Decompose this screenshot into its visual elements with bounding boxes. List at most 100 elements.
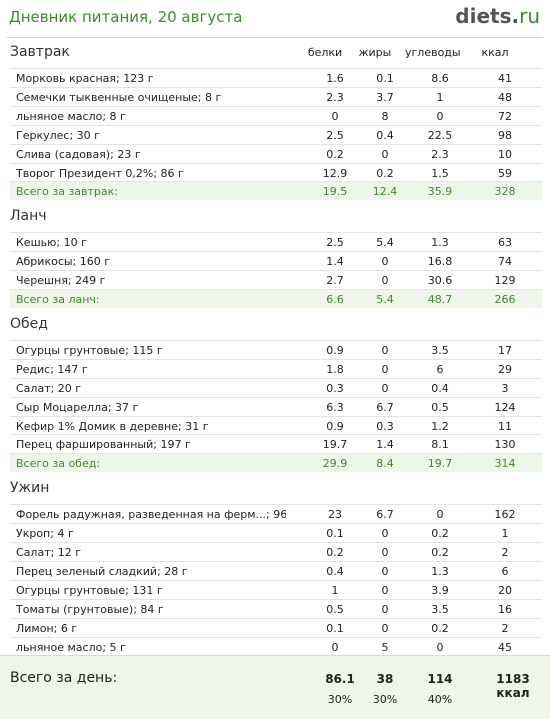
food-row[interactable]: Творог Президент 0,2%; 86 г 12.9 0.2 1.5 59 xyxy=(10,162,542,182)
food-kcal: 17 xyxy=(498,343,512,357)
food-protein: 0.3 xyxy=(326,381,344,395)
logo-tld: ru xyxy=(519,4,540,28)
food-carbs: 1 xyxy=(436,90,444,104)
food-fat: 0 xyxy=(381,527,389,541)
food-row[interactable]: Слива (садовая); 23 г 0.2 0 2.3 10 xyxy=(10,143,542,163)
day-total-kcal: 1183 ккал xyxy=(496,672,530,700)
food-row[interactable]: Черешня; 249 г 2.7 0 30.6 129 xyxy=(10,270,542,289)
food-name: Салат; 20 г xyxy=(16,381,82,395)
food-name: Форель радужная, разведенная на ферм...;… xyxy=(16,508,286,522)
food-name: Лимон; 6 г xyxy=(16,621,78,635)
food-kcal: 129 xyxy=(494,274,516,288)
food-protein: 0.5 xyxy=(326,602,344,616)
food-carbs: 0 xyxy=(436,640,444,654)
column-header-kcal: ккал xyxy=(481,46,509,59)
food-carbs: 0.5 xyxy=(431,400,449,414)
food-row[interactable]: льняное масло; 8 г 0 8 0 72 xyxy=(10,105,542,125)
food-protein: 2.3 xyxy=(326,90,344,104)
food-row[interactable]: Огурцы грунтовые; 115 г 0.9 0 3.5 17 xyxy=(10,339,542,359)
food-name: Редис; 147 г xyxy=(16,362,88,376)
food-row[interactable]: Салат; 12 г 0.2 0 0.2 2 xyxy=(10,542,542,561)
meal-total-carbs: 19.7 xyxy=(427,457,453,471)
food-name: Сыр Моцарелла; 37 г xyxy=(16,400,139,414)
food-name: Укроп; 4 г xyxy=(16,527,74,541)
meal-section-header: Ужин xyxy=(10,480,540,498)
food-row[interactable]: Перец фаршированный; 197 г 19.7 1.4 8.1 130 xyxy=(10,434,542,453)
food-protein: 0.9 xyxy=(326,419,344,433)
meal-section-header: Завтрак белки жиры углеводы ккал xyxy=(10,44,540,62)
day-total-panel: Всего за день: 86.1 38 114 1183 ккал 30%… xyxy=(0,655,550,719)
food-row[interactable]: Укроп; 4 г 0.1 0 0.2 1 xyxy=(10,523,542,542)
page-title: Дневник питания, 20 августа xyxy=(9,8,243,26)
food-name: Творог Президент 0,2%; 86 г xyxy=(16,166,184,180)
food-fat: 3.7 xyxy=(376,90,394,104)
meal-total-carbs: 48.7 xyxy=(427,293,453,306)
food-protein: 23 xyxy=(328,508,342,522)
meal-total-kcal: 328 xyxy=(494,185,516,199)
food-row[interactable]: Перец зеленый сладкий; 28 г 0.4 0 1.3 6 xyxy=(10,560,542,580)
food-row[interactable]: Редис; 147 г 1.8 0 6 29 xyxy=(10,358,542,378)
food-fat: 6.7 xyxy=(376,508,394,522)
food-carbs: 3.5 xyxy=(431,602,449,616)
food-protein: 6.3 xyxy=(326,400,344,414)
column-header-protein: белки xyxy=(307,46,343,59)
food-kcal: 2 xyxy=(501,621,509,635)
food-row[interactable]: Кефир 1% Домик в деревне; 31 г 0.9 0.3 1.2 1… xyxy=(10,415,542,435)
food-carbs: 3.5 xyxy=(431,343,449,357)
food-kcal: 10 xyxy=(498,147,512,161)
meal-total-fat: 12.4 xyxy=(372,185,398,199)
food-row[interactable]: Семечки тыквенные очищеные; 8 г 2.3 3.7 1 48 xyxy=(10,86,542,106)
food-protein: 2.7 xyxy=(326,274,344,288)
column-header-fat: жиры xyxy=(358,46,392,59)
meal-total-protein: 29.9 xyxy=(322,457,348,471)
food-protein: 2.5 xyxy=(326,236,344,250)
food-protein: 0.9 xyxy=(326,343,344,357)
meal-total-fat: 8.4 xyxy=(376,457,394,471)
food-kcal: 72 xyxy=(498,109,512,123)
food-row[interactable]: Лимон; 6 г 0.1 0 0.2 2 xyxy=(10,617,542,637)
food-fat: 0 xyxy=(381,546,389,559)
food-name: Черешня; 249 г xyxy=(16,274,106,288)
food-fat: 0.4 xyxy=(376,128,394,142)
food-protein: 1 xyxy=(331,583,339,597)
food-row[interactable]: Томаты (грунтовые); 84 г 0.5 0 3.5 16 xyxy=(10,598,542,618)
food-row[interactable]: Геркулес; 30 г 2.5 0.4 22.5 98 xyxy=(10,124,542,144)
food-kcal: 20 xyxy=(498,583,512,597)
food-carbs: 2.3 xyxy=(431,147,449,161)
food-protein: 0.1 xyxy=(326,621,344,635)
food-row[interactable]: Морковь красная; 123 г 1.6 0.1 8.6 41 xyxy=(10,68,542,87)
food-row[interactable]: Салат; 20 г 0.3 0 0.4 3 xyxy=(10,377,542,397)
food-fat: 0 xyxy=(381,583,389,597)
food-name: Морковь красная; 123 г xyxy=(16,72,154,85)
meal-section-header: Обед xyxy=(10,316,540,334)
food-row[interactable]: Сыр Моцарелла; 37 г 6.3 6.7 0.5 124 xyxy=(10,396,542,416)
food-row[interactable]: Абрикосы; 160 г 1.4 0 16.8 74 xyxy=(10,251,542,270)
food-kcal: 98 xyxy=(498,128,512,142)
food-row[interactable]: Кешью; 10 г 2.5 5.4 1.3 63 xyxy=(10,232,542,251)
meal-total-label: Всего за ланч: xyxy=(16,293,100,306)
site-logo[interactable]: diets.ru xyxy=(455,4,540,28)
food-protein: 0.1 xyxy=(326,527,344,541)
meal-total-label: Всего за обед: xyxy=(16,457,101,471)
food-row[interactable]: льняное масло; 5 г 0 5 0 45 xyxy=(10,636,542,656)
food-fat: 0 xyxy=(381,602,389,616)
food-carbs: 1.5 xyxy=(431,166,449,180)
food-row[interactable]: Форель радужная, разведенная на ферм...;… xyxy=(10,504,542,523)
food-fat: 0 xyxy=(381,343,389,357)
food-carbs: 0.2 xyxy=(431,527,449,541)
day-total-label: Всего за день: xyxy=(10,670,118,686)
food-kcal: 59 xyxy=(498,166,512,180)
food-carbs: 0.2 xyxy=(431,546,449,559)
food-kcal: 124 xyxy=(494,400,516,414)
food-name: Перец фаршированный; 197 г xyxy=(16,438,191,452)
food-name: Кефир 1% Домик в деревне; 31 г xyxy=(16,419,209,433)
food-protein: 0.4 xyxy=(326,564,344,578)
food-kcal: 74 xyxy=(498,255,512,269)
food-carbs: 0.4 xyxy=(431,381,449,395)
meal-total-protein: 19.5 xyxy=(322,185,348,199)
food-carbs: 1.2 xyxy=(431,419,449,433)
food-fat: 0 xyxy=(381,564,389,578)
food-protein: 0 xyxy=(331,640,339,654)
food-row[interactable]: Огурцы грунтовые; 131 г 1 0 3.9 20 xyxy=(10,579,542,599)
food-carbs: 1.3 xyxy=(431,564,449,578)
